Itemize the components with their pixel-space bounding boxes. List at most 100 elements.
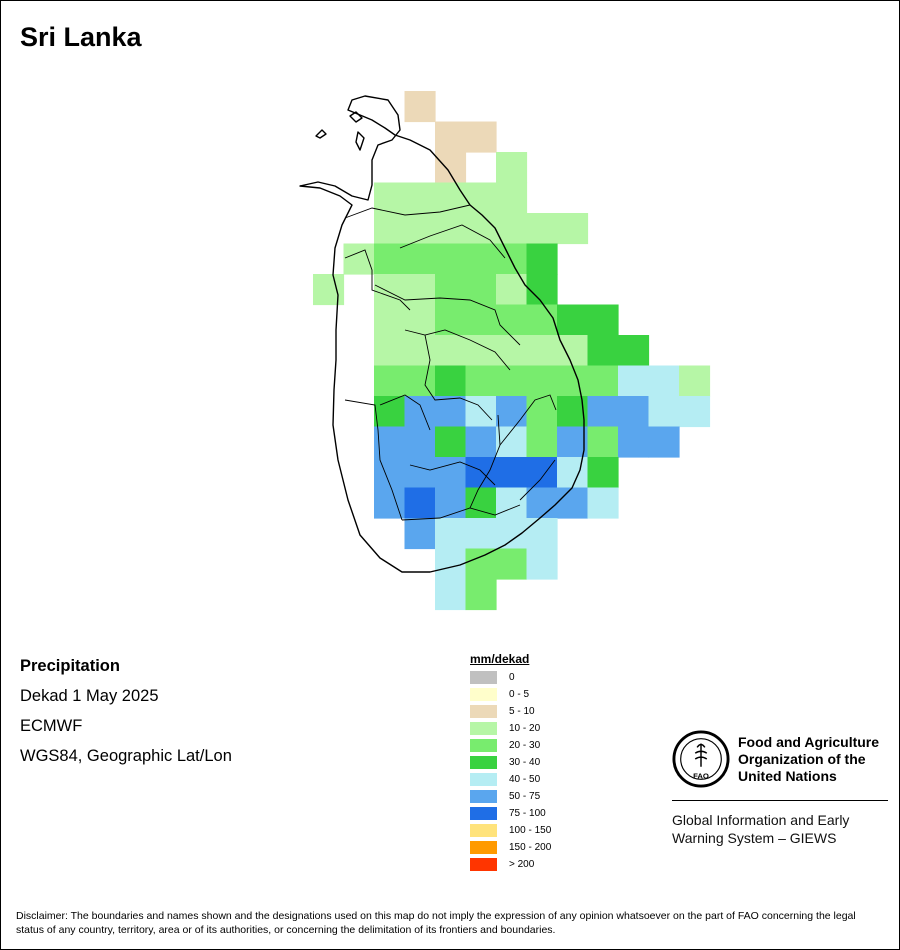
legend-label: 150 - 200 [509, 842, 552, 853]
legend-label: 50 - 75 [509, 791, 541, 802]
grid-cell [557, 457, 589, 489]
grid-cell [526, 518, 558, 550]
grid-cell [496, 152, 528, 184]
grid-cell [435, 426, 467, 458]
grid-cell [496, 365, 528, 397]
grid-cell [435, 243, 467, 275]
grid-cell [465, 182, 497, 214]
map-title: Sri Lanka [20, 22, 142, 52]
grid-cell [496, 243, 528, 275]
grid-cell [435, 457, 467, 489]
country-outline [299, 95, 585, 573]
grid-cell [526, 487, 558, 519]
legend-swatch [470, 773, 497, 786]
grid-cell [496, 426, 528, 458]
grid-cell [526, 457, 558, 489]
giews-name: Global Information and Early Warning Sys… [672, 811, 888, 847]
grid-cell [435, 396, 467, 428]
grid-cell [465, 213, 497, 245]
grid-cell [648, 426, 680, 458]
giews-name-line: Global Information and Early [672, 812, 850, 828]
grid-cell [496, 457, 528, 489]
legend-label: 0 [509, 672, 515, 683]
giews-name-line: Warning System – GIEWS [672, 830, 837, 846]
grid-cell [404, 213, 436, 245]
grid-cell [526, 365, 558, 397]
grid-cell [374, 365, 406, 397]
grid-cell [404, 274, 436, 306]
grid-cell [465, 243, 497, 275]
grid-cell [465, 579, 497, 611]
grid-cell [374, 213, 406, 245]
fao-name-line: United Nations [738, 767, 837, 784]
grid-cell [465, 396, 497, 428]
grid-cell [618, 335, 650, 367]
grid-cell [435, 335, 467, 367]
grid-cell [557, 304, 589, 336]
fao-name-line: Food and Agriculture [738, 733, 880, 750]
grid-cell [618, 365, 650, 397]
grid-cell [374, 396, 406, 428]
legend-item: 150 - 200 [470, 839, 551, 856]
grid-cell [404, 457, 436, 489]
legend-item: 0 - 5 [470, 686, 551, 703]
projection-label: WGS84, Geographic Lat/Lon [20, 747, 232, 765]
grid-cell [374, 304, 406, 336]
divider [672, 800, 888, 801]
grid-cell [404, 335, 436, 367]
source-label: ECMWF [20, 717, 83, 735]
grid-cell [648, 365, 680, 397]
legend-item: 0 [470, 669, 551, 686]
grid-cell [435, 182, 467, 214]
precipitation-map [299, 91, 711, 611]
grid-cell [343, 243, 375, 275]
legend-title: mm/dekad [470, 652, 530, 666]
grid-cell [435, 274, 467, 306]
legend-item: 30 - 40 [470, 754, 551, 771]
grid-cell [435, 518, 467, 550]
grid-cell [435, 579, 467, 611]
grid-cell [465, 121, 497, 153]
legend-item: 20 - 30 [470, 737, 551, 754]
grid-cell [465, 304, 497, 336]
grid-cell [435, 365, 467, 397]
legend-swatch [470, 722, 497, 735]
grid-cell [465, 365, 497, 397]
grid-cell [404, 243, 436, 275]
legend-label: 40 - 50 [509, 774, 541, 785]
period-label: Dekad 1 May 2025 [20, 687, 159, 705]
grid-cell [587, 487, 619, 519]
variable-title: Precipitation [20, 657, 120, 675]
grid-cell [465, 426, 497, 458]
legend-item: > 200 [470, 856, 551, 873]
grid-cell [435, 152, 467, 184]
legend-label: > 200 [509, 859, 535, 870]
grid-cell [404, 396, 436, 428]
grid-cell [587, 304, 619, 336]
grid-cell [435, 304, 467, 336]
grid-cell [587, 335, 619, 367]
legend-item: 75 - 100 [470, 805, 551, 822]
grid-cell [557, 213, 589, 245]
grid-cell [679, 396, 711, 428]
grid-cell [404, 426, 436, 458]
legend-swatch [470, 858, 497, 871]
legend-label: 5 - 10 [509, 706, 535, 717]
grid-cell [526, 396, 558, 428]
grid-cell [374, 335, 406, 367]
grid-cell [587, 426, 619, 458]
grid-cell [557, 335, 589, 367]
legend-swatch [470, 671, 497, 684]
legend-label: 0 - 5 [509, 689, 530, 700]
grid-cell [618, 426, 650, 458]
grid-cell [465, 548, 497, 580]
grid-cell [526, 274, 558, 306]
legend-swatch [470, 688, 497, 701]
grid-cell [404, 182, 436, 214]
map-info: Precipitation Dekad 1 May 2025 ECMWF WGS… [20, 656, 232, 776]
fao-logo-block: FAO Food and Agriculture Organization of… [672, 730, 888, 847]
legend-items: 0 0 - 5 5 - 10 10 - 20 20 - 30 30 - 40 40 - 50… [470, 669, 551, 873]
grid-cell [526, 304, 558, 336]
grid-cell [679, 365, 711, 397]
grid-cell [496, 518, 528, 550]
